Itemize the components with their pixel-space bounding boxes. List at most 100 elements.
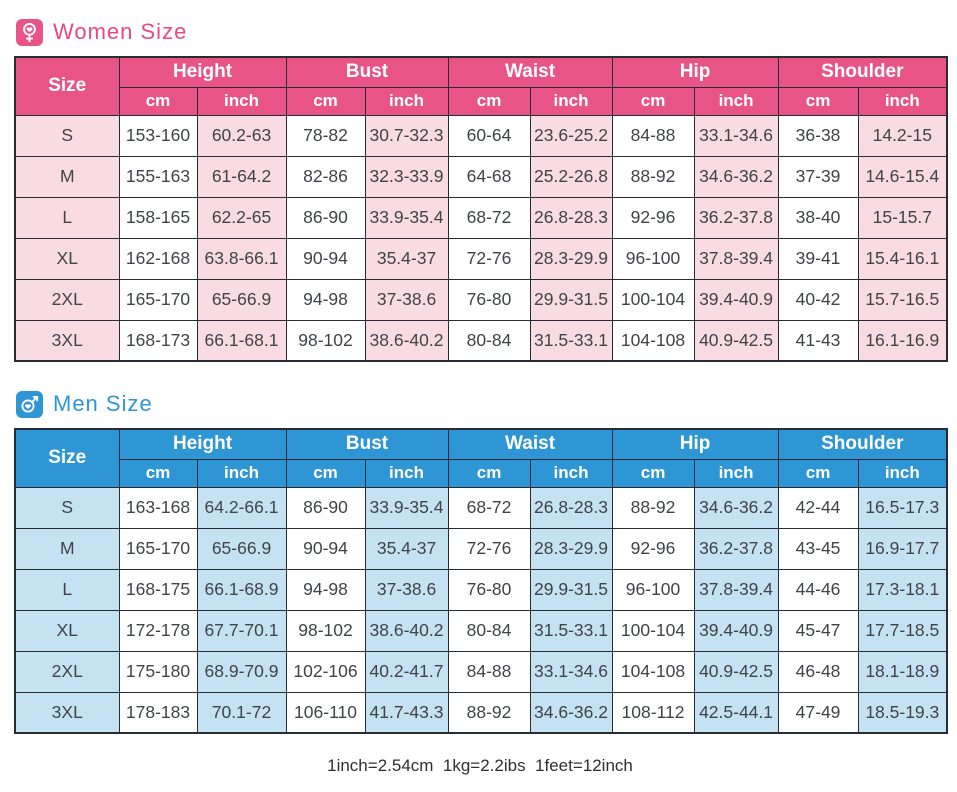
inch-value-cell: 64.2-66.1 xyxy=(196,486,287,529)
table-row: 3XL 178-183 70.1-72 106-110 41.7-43.3 88-92 34… xyxy=(14,691,948,734)
cm-value-cell: 43-45 xyxy=(777,527,859,570)
hip-column-header: Hip xyxy=(611,56,779,88)
cm-subheader: cm xyxy=(285,86,366,116)
inch-value-cell: 30.7-32.3 xyxy=(364,114,449,157)
inch-subheader: inch xyxy=(196,458,287,488)
cm-value-cell: 162-168 xyxy=(118,237,198,280)
cm-value-cell: 72-76 xyxy=(447,237,531,280)
cm-value-cell: 80-84 xyxy=(447,319,531,362)
inch-value-cell: 37.8-39.4 xyxy=(693,568,779,611)
cm-value-cell: 100-104 xyxy=(611,278,695,321)
inch-value-cell: 35.4-37 xyxy=(364,237,449,280)
cm-value-cell: 64-68 xyxy=(447,155,531,198)
inch-value-cell: 39.4-40.9 xyxy=(693,609,779,652)
cm-value-cell: 168-173 xyxy=(118,319,198,362)
inch-value-cell: 37.8-39.4 xyxy=(693,237,779,280)
table-header-unit-row: cm inch cm inch cm inch cm inch cm inch xyxy=(15,458,948,488)
cm-subheader: cm xyxy=(611,86,695,116)
cm-value-cell: 104-108 xyxy=(611,650,695,693)
male-heart-icon xyxy=(16,390,43,418)
inch-value-cell: 63.8-66.1 xyxy=(196,237,287,280)
table-row: XL 162-168 63.8-66.1 90-94 35.4-37 72-76 28.3-… xyxy=(14,237,948,280)
size-column-header: Size xyxy=(14,428,120,488)
size-cell: M xyxy=(14,527,120,570)
inch-value-cell: 68.9-70.9 xyxy=(196,650,287,693)
cm-value-cell: 39-41 xyxy=(777,237,859,280)
inch-value-cell: 37-38.6 xyxy=(364,278,449,321)
cm-value-cell: 78-82 xyxy=(285,114,366,157)
size-cell: 2XL xyxy=(14,650,120,693)
inch-value-cell: 41.7-43.3 xyxy=(364,691,449,734)
size-column-header: Size xyxy=(14,56,120,116)
inch-value-cell: 18.1-18.9 xyxy=(857,650,948,693)
size-cell: S xyxy=(14,486,120,529)
cm-subheader: cm xyxy=(447,86,531,116)
inch-value-cell: 33.9-35.4 xyxy=(364,196,449,239)
cm-value-cell: 72-76 xyxy=(447,527,531,570)
cm-value-cell: 92-96 xyxy=(611,196,695,239)
inch-value-cell: 17.3-18.1 xyxy=(857,568,948,611)
inch-value-cell: 37-38.6 xyxy=(364,568,449,611)
men-size-table: Size Height Bust Waist Hip Shoulder cm i… xyxy=(14,428,949,734)
section-title-label: Women Size xyxy=(53,19,188,44)
cm-subheader: cm xyxy=(118,458,198,488)
cm-value-cell: 86-90 xyxy=(285,196,366,239)
inch-subheader: inch xyxy=(693,86,779,116)
inch-value-cell: 34.6-36.2 xyxy=(693,486,779,529)
cm-value-cell: 40-42 xyxy=(777,278,859,321)
inch-value-cell: 14.2-15 xyxy=(857,114,948,157)
women-table-body: S 153-160 60.2-63 78-82 30.7-32.3 60-64 23.6-2… xyxy=(14,114,948,362)
inch-value-cell: 14.6-15.4 xyxy=(857,155,948,198)
inch-subheader: inch xyxy=(529,86,613,116)
inch-value-cell: 16.1-16.9 xyxy=(857,319,948,362)
inch-value-cell: 26.8-28.3 xyxy=(529,196,613,239)
cm-subheader: cm xyxy=(611,458,695,488)
cm-value-cell: 168-175 xyxy=(118,568,198,611)
women-section-title: Women Size xyxy=(16,16,946,48)
inch-value-cell: 23.6-25.2 xyxy=(529,114,613,157)
cm-value-cell: 88-92 xyxy=(611,155,695,198)
cm-value-cell: 94-98 xyxy=(285,568,366,611)
inch-subheader: inch xyxy=(364,86,449,116)
cm-value-cell: 90-94 xyxy=(285,527,366,570)
cm-value-cell: 94-98 xyxy=(285,278,366,321)
inch-value-cell: 38.6-40.2 xyxy=(364,609,449,652)
cm-value-cell: 172-178 xyxy=(118,609,198,652)
cm-value-cell: 96-100 xyxy=(611,568,695,611)
inch-value-cell: 16.9-17.7 xyxy=(857,527,948,570)
inch-subheader: inch xyxy=(693,458,779,488)
female-heart-icon xyxy=(16,18,43,46)
inch-value-cell: 28.3-29.9 xyxy=(529,527,613,570)
height-column-header: Height xyxy=(118,56,287,88)
size-cell: 2XL xyxy=(14,278,120,321)
men-size-section: Men Size Size Height Bust Waist Hip Shou… xyxy=(14,388,949,734)
inch-value-cell: 36.2-37.8 xyxy=(693,527,779,570)
inch-value-cell: 31.5-33.1 xyxy=(529,319,613,362)
table-header-group-row: Size Height Bust Waist Hip Shoulder xyxy=(14,56,948,116)
women-size-section: Women Size Size Height Bust Waist Hip Sh… xyxy=(14,16,949,362)
cm-value-cell: 38-40 xyxy=(777,196,859,239)
cm-value-cell: 82-86 xyxy=(285,155,366,198)
cm-value-cell: 76-80 xyxy=(447,278,531,321)
inch-value-cell: 15-15.7 xyxy=(857,196,948,239)
bust-column-header: Bust xyxy=(285,428,449,460)
cm-value-cell: 175-180 xyxy=(118,650,198,693)
inch-subheader: inch xyxy=(857,458,948,488)
cm-value-cell: 104-108 xyxy=(611,319,695,362)
inch-subheader: inch xyxy=(529,458,613,488)
inch-value-cell: 15.7-16.5 xyxy=(857,278,948,321)
table-header-unit-row: cm inch cm inch cm inch cm inch cm inch xyxy=(15,86,948,116)
inch-value-cell: 35.4-37 xyxy=(364,527,449,570)
inch-value-cell: 34.6-36.2 xyxy=(693,155,779,198)
cm-value-cell: 45-47 xyxy=(777,609,859,652)
cm-value-cell: 163-168 xyxy=(118,486,198,529)
inch-value-cell: 62.2-65 xyxy=(196,196,287,239)
inch-value-cell: 38.6-40.2 xyxy=(364,319,449,362)
inch-subheader: inch xyxy=(364,458,449,488)
inch-subheader: inch xyxy=(196,86,287,116)
inch-value-cell: 70.1-72 xyxy=(196,691,287,734)
cm-value-cell: 84-88 xyxy=(447,650,531,693)
inch-value-cell: 33.9-35.4 xyxy=(364,486,449,529)
cm-value-cell: 178-183 xyxy=(118,691,198,734)
cm-value-cell: 98-102 xyxy=(285,609,366,652)
